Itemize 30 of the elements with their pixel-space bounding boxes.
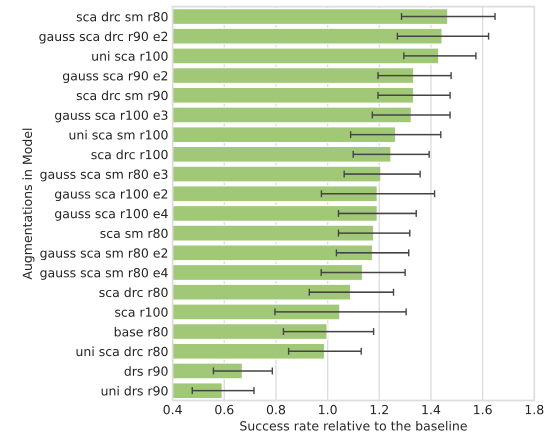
- y-tick-label: gauss sca sm r80 e3: [40, 170, 168, 182]
- y-tick-label: drs r90: [124, 366, 168, 376]
- y-tick-label: gauss sca sm r80 e4: [40, 268, 168, 280]
- y-tick-label: gauss sca r100 e2: [54, 189, 168, 202]
- x-axis-title: Success rate relative to the baseline: [240, 420, 467, 431]
- y-tick-label: uni sca drc r80: [76, 346, 168, 356]
- y-tick-label: sca drc r80: [99, 287, 168, 298]
- x-tick-label: 1.4: [422, 405, 440, 414]
- y-tick-label: gauss sca r100 e3: [54, 110, 168, 122]
- y-axis-title: Augmentations in Model: [22, 128, 34, 280]
- y-tick-label: base r80: [114, 326, 168, 337]
- x-tick-label: 1.8: [526, 404, 544, 414]
- y-tick-label: uni sca sm r100: [70, 130, 168, 140]
- y-tick-label: sca r100: [115, 307, 168, 317]
- y-tick-label: sca drc r100: [91, 150, 168, 160]
- y-tick-label: gauss sca r100 e4: [54, 208, 168, 221]
- x-tick-label: 1.2: [370, 404, 388, 414]
- y-tick-label: gauss sca sm r80 e2: [40, 248, 168, 260]
- x-tick-label: 0.4: [164, 404, 182, 414]
- y-tick-label: uni drs r90: [102, 386, 168, 396]
- y-tick-label: sca drc sm r80: [76, 12, 168, 22]
- y-tick-label: gauss sca drc r90 e2: [39, 31, 168, 44]
- y-tick-label: gauss sca r90 e2: [62, 71, 168, 83]
- x-tick-label: 1.6: [474, 404, 492, 414]
- x-tick-label: 1.0: [319, 404, 337, 414]
- y-tick-label: sca sm r80: [100, 228, 168, 238]
- x-tick-label: 0.8: [266, 404, 286, 414]
- y-tick-label: uni sca r100: [92, 51, 168, 61]
- y-tick-label: sca drc sm r90: [76, 90, 168, 100]
- x-tick-label: 0.6: [215, 404, 234, 414]
